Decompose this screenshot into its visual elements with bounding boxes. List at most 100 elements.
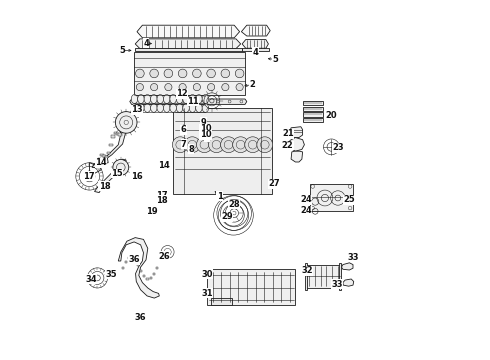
Ellipse shape	[189, 104, 196, 112]
Text: 32: 32	[301, 266, 313, 275]
Bar	[128, 257, 130, 260]
Text: 13: 13	[131, 105, 143, 114]
Bar	[102, 155, 106, 157]
Ellipse shape	[176, 104, 183, 112]
Bar	[303, 118, 323, 122]
Text: 12: 12	[176, 89, 188, 98]
Polygon shape	[342, 263, 353, 270]
Polygon shape	[291, 151, 303, 162]
Bar	[211, 298, 232, 305]
Bar	[122, 121, 126, 123]
Bar	[122, 267, 123, 269]
Text: 11: 11	[187, 97, 198, 106]
Ellipse shape	[202, 104, 209, 112]
Ellipse shape	[144, 95, 150, 104]
Polygon shape	[98, 158, 108, 164]
Text: 27: 27	[268, 179, 280, 188]
Text: 23: 23	[333, 143, 344, 152]
Circle shape	[179, 84, 186, 91]
Circle shape	[150, 69, 158, 78]
Text: 18: 18	[156, 196, 168, 204]
Bar	[134, 52, 245, 95]
Text: 35: 35	[105, 270, 117, 279]
Circle shape	[236, 84, 243, 91]
Text: 8: 8	[188, 145, 194, 154]
Circle shape	[172, 137, 188, 153]
Circle shape	[196, 137, 212, 153]
Text: 2: 2	[249, 80, 255, 89]
Ellipse shape	[157, 104, 164, 112]
Circle shape	[257, 137, 273, 153]
Polygon shape	[137, 25, 240, 38]
Ellipse shape	[150, 104, 157, 112]
Polygon shape	[95, 159, 126, 193]
Circle shape	[193, 84, 200, 91]
Bar	[173, 108, 272, 194]
Circle shape	[165, 84, 172, 91]
Text: 5: 5	[272, 55, 278, 64]
Bar	[134, 259, 136, 261]
Bar	[111, 135, 115, 138]
Bar	[121, 130, 124, 132]
Text: 15: 15	[111, 169, 123, 178]
Circle shape	[184, 137, 200, 153]
Text: 19: 19	[146, 207, 157, 216]
Ellipse shape	[144, 104, 150, 112]
Polygon shape	[289, 138, 304, 151]
Text: 33: 33	[347, 253, 359, 262]
Bar	[100, 154, 104, 156]
Text: 3: 3	[204, 132, 210, 141]
Bar	[104, 156, 108, 158]
Bar	[152, 273, 155, 275]
Ellipse shape	[170, 95, 176, 104]
Bar	[98, 158, 101, 160]
Circle shape	[233, 137, 248, 153]
Ellipse shape	[150, 95, 157, 104]
Bar	[143, 275, 146, 278]
Ellipse shape	[164, 104, 170, 112]
Ellipse shape	[183, 104, 189, 112]
Polygon shape	[242, 25, 270, 36]
Bar	[147, 278, 148, 280]
Bar	[207, 269, 295, 305]
Text: 21: 21	[282, 130, 294, 139]
Ellipse shape	[196, 95, 202, 104]
Circle shape	[178, 69, 187, 78]
Circle shape	[245, 137, 261, 153]
Circle shape	[193, 69, 201, 78]
Polygon shape	[92, 120, 125, 167]
Text: 36: 36	[128, 256, 140, 264]
Bar	[96, 166, 99, 168]
Text: 7: 7	[181, 140, 187, 149]
Text: 17: 17	[156, 191, 168, 199]
Ellipse shape	[131, 95, 138, 104]
Circle shape	[221, 69, 230, 78]
Polygon shape	[242, 40, 269, 48]
Text: 36: 36	[135, 313, 147, 322]
Text: 31: 31	[201, 289, 213, 298]
Text: 30: 30	[201, 270, 213, 279]
Bar	[303, 107, 323, 111]
Circle shape	[136, 84, 144, 91]
Bar	[156, 267, 158, 269]
Ellipse shape	[202, 95, 209, 104]
Bar	[305, 263, 307, 290]
Circle shape	[235, 69, 244, 78]
Text: 4: 4	[253, 48, 259, 57]
Polygon shape	[135, 39, 241, 49]
Ellipse shape	[138, 104, 144, 112]
Polygon shape	[343, 279, 354, 286]
Bar	[242, 48, 270, 51]
Text: 24: 24	[300, 195, 312, 204]
Ellipse shape	[131, 104, 138, 112]
Bar	[303, 101, 323, 105]
Text: 28: 28	[228, 200, 240, 209]
Ellipse shape	[196, 104, 202, 112]
Text: 14: 14	[158, 161, 170, 170]
Bar	[149, 277, 152, 279]
Text: 1: 1	[217, 192, 223, 201]
Circle shape	[164, 69, 172, 78]
Circle shape	[207, 69, 216, 78]
Text: 25: 25	[343, 195, 355, 204]
Bar	[124, 261, 127, 264]
